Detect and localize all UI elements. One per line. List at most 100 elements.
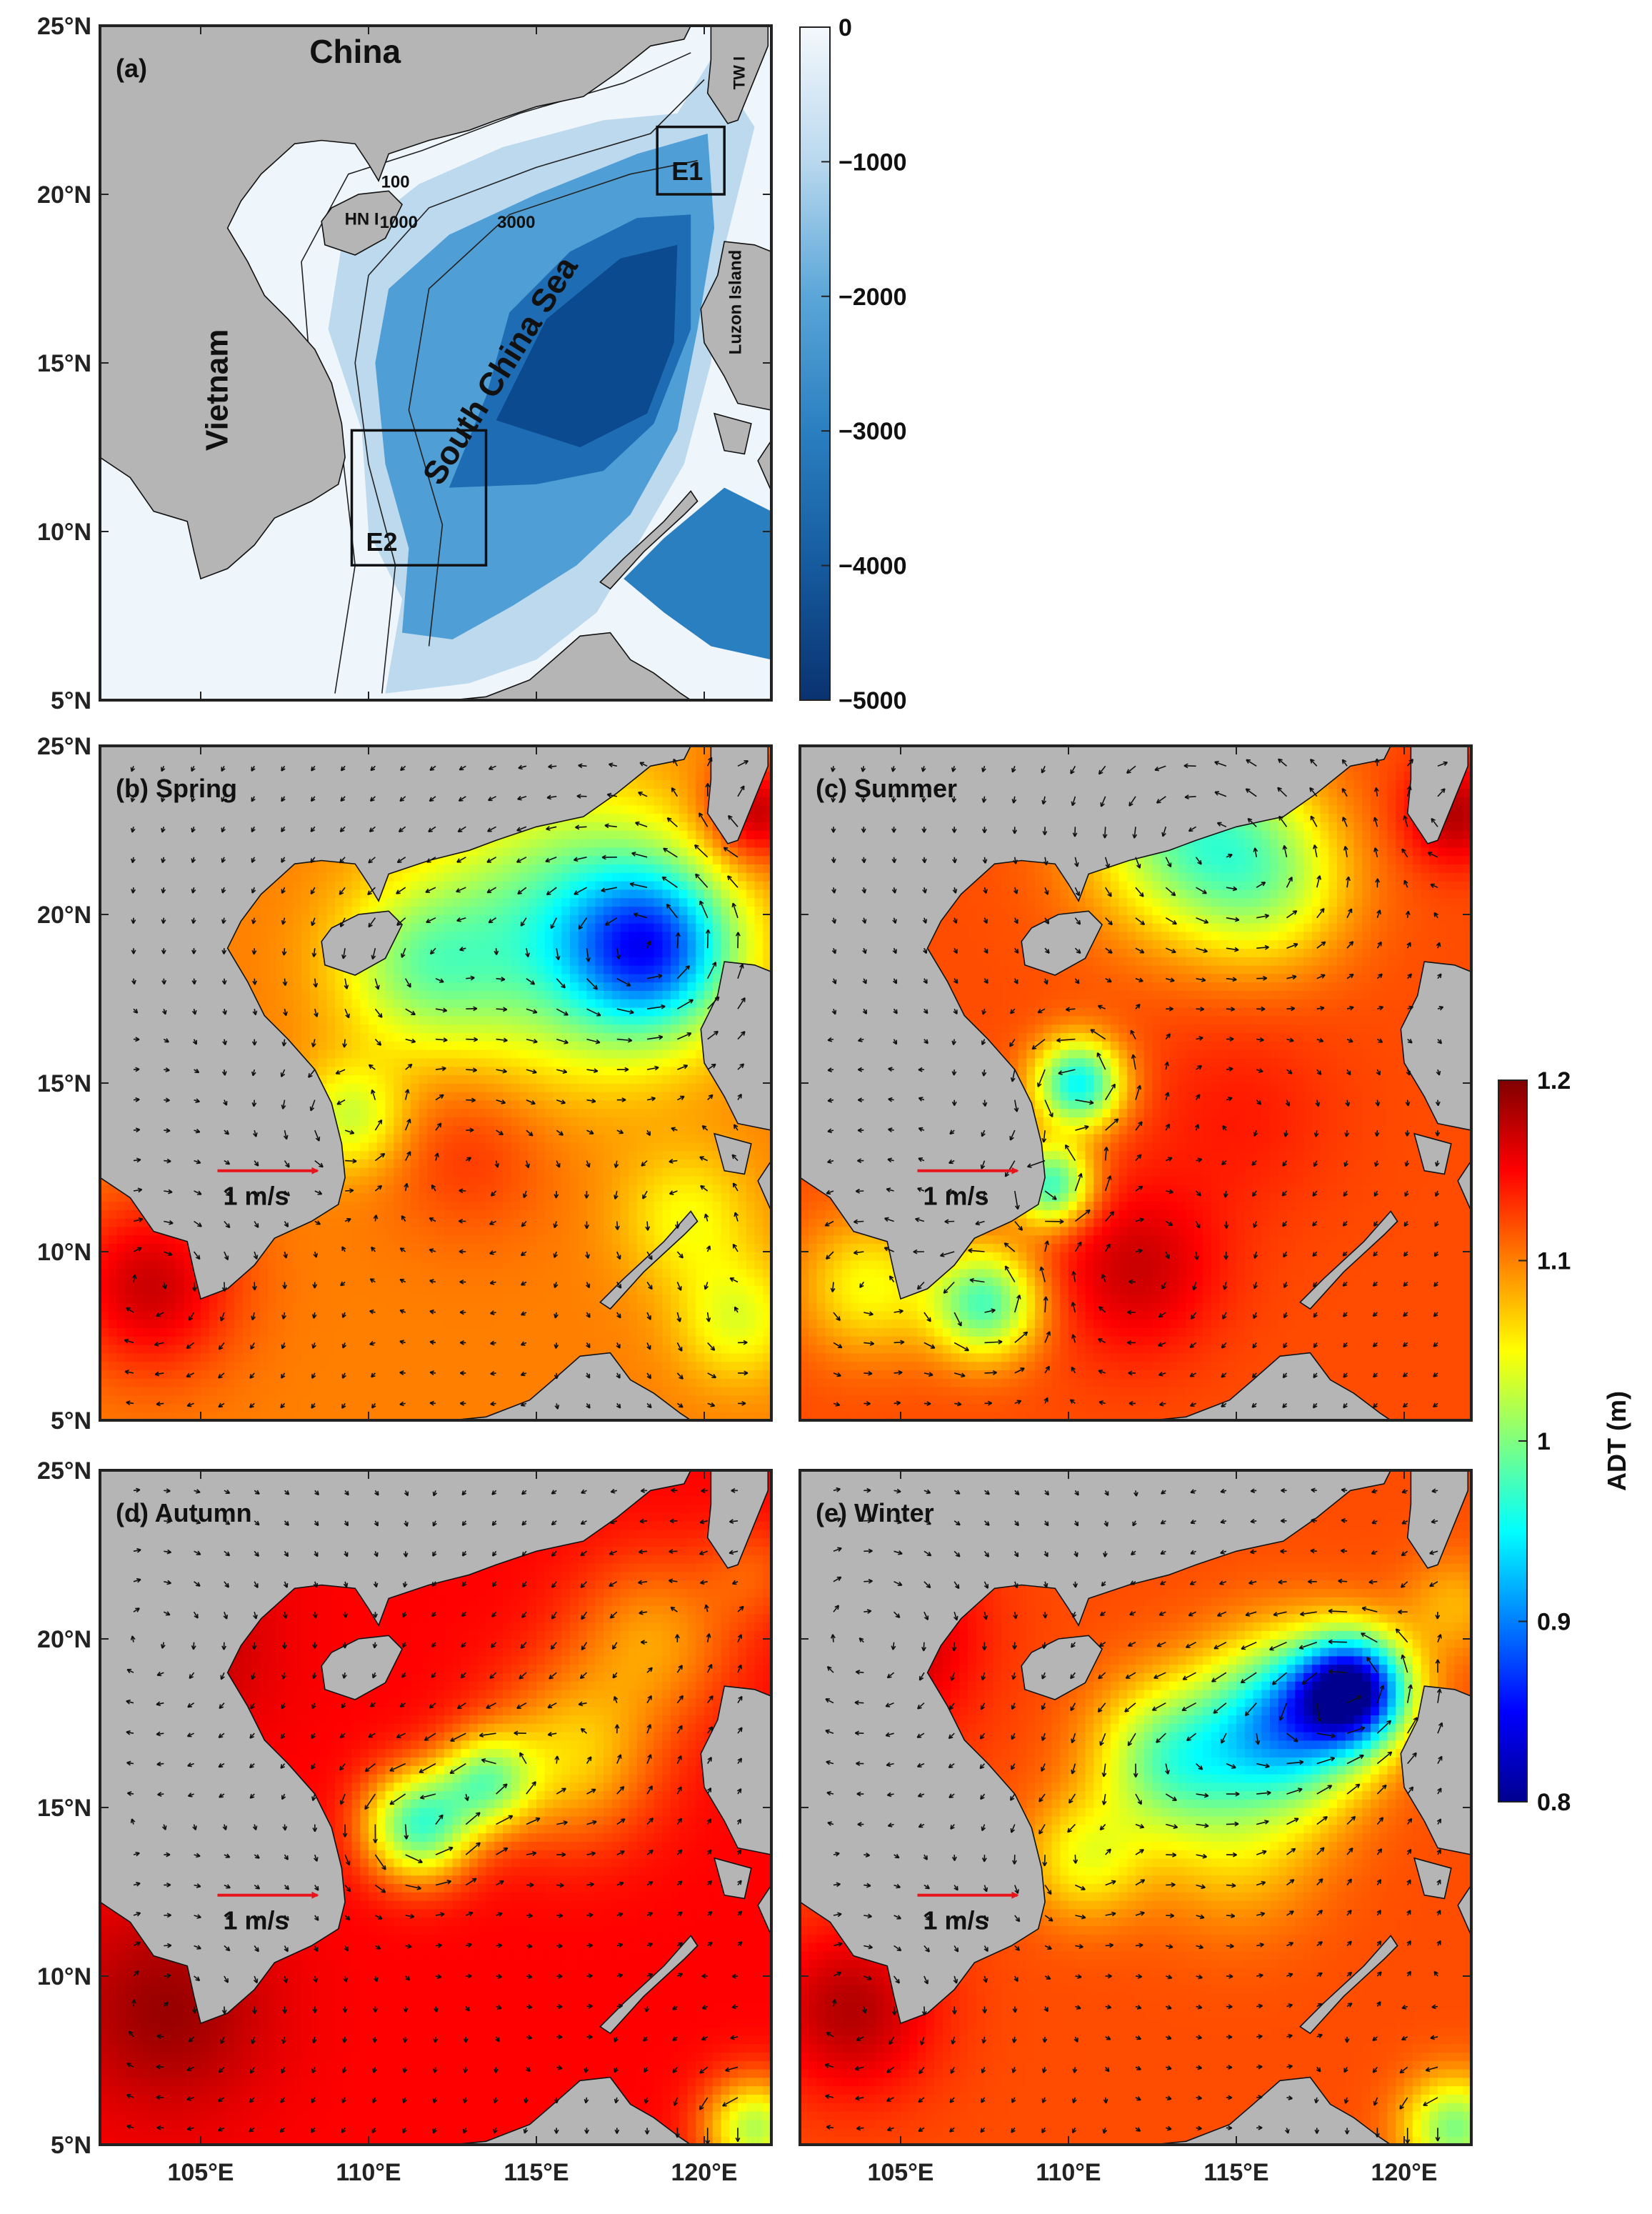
- panel-c: 1 m/s (c) Summer: [799, 744, 1473, 1422]
- scale-arrow-label: 1 m/s: [224, 1906, 289, 1935]
- study-box-e1: [656, 125, 726, 196]
- lon-tick-label: 105°E: [167, 2159, 234, 2186]
- land-borneo: [452, 1352, 692, 1420]
- adt-colorbar-label: 1: [1537, 1428, 1551, 1455]
- place-hainan: HN I: [345, 210, 379, 229]
- land-taiwan: [706, 26, 769, 124]
- land-palawan: [599, 1935, 699, 2035]
- panel-e-map: [800, 1470, 1471, 2145]
- land-borneo: [1152, 2076, 1392, 2145]
- land-palawan: [599, 1210, 699, 1310]
- depth-zone-4: [624, 487, 771, 660]
- velocity-vectors: [124, 757, 749, 1410]
- adt-colorbar-title: ADT (m): [1602, 1391, 1631, 1491]
- study-box-label: E2: [366, 527, 398, 557]
- land-mindoro: [1413, 1132, 1452, 1175]
- lat-tick-label: 5°N: [51, 687, 91, 714]
- land-mindoro: [1413, 1857, 1452, 1900]
- adt-colorbar-label: 0.8: [1537, 1789, 1571, 1816]
- land-hainan: [1021, 1635, 1103, 1700]
- land-borneo: [452, 632, 692, 700]
- adt-colorbar-label: 0.9: [1537, 1609, 1571, 1636]
- bathymetry-colorbar-label: −5000: [838, 687, 907, 714]
- lon-tick-label: 105°E: [867, 2159, 933, 2186]
- lat-tick-label: 10°N: [37, 1963, 91, 1990]
- velocity-vectors: [824, 1487, 1443, 2144]
- scale-arrow-label: 1 m/s: [923, 1182, 989, 1211]
- land-hainan: [321, 1635, 403, 1700]
- land-taiwan: [706, 1470, 769, 1569]
- land-visayas: [1457, 1884, 1471, 1936]
- land-hainan: [321, 190, 403, 256]
- lon-tick-label: 110°E: [1036, 2159, 1101, 2186]
- isobath-line-2: [408, 160, 698, 647]
- panel-e: 1 m/s 105°E 110°E 115°E 120°E (e) Winter: [799, 1469, 1473, 2186]
- land-luzon: [700, 241, 771, 411]
- depth-zone-3: [496, 244, 678, 447]
- panel-label: (e) Winter: [816, 1498, 934, 1527]
- panel-d: 1 m/s 25°N 20°N 15°N 10°N 5°N 105°E 110°E 115°E 1…: [37, 1457, 773, 2186]
- lat-tick-label: 25°N: [37, 1457, 91, 1485]
- panel-label: (c) Summer: [816, 774, 957, 803]
- land-visayas: [757, 439, 771, 492]
- panel-d-map: [100, 1470, 771, 2145]
- place-vietnam: Vietnam: [200, 329, 235, 451]
- contour-label-1000: 1000: [380, 213, 418, 232]
- land-taiwan: [706, 746, 769, 844]
- panel-a-map: [100, 26, 771, 700]
- land-borneo: [452, 2076, 692, 2145]
- land-china: [100, 26, 692, 580]
- lat-tick-label: 15°N: [37, 1070, 91, 1097]
- lat-tick-label: 20°N: [37, 902, 91, 929]
- lon-tick-label: 115°E: [504, 2159, 569, 2186]
- land-china: [100, 1470, 692, 2025]
- bathymetry-colorbar-label: −4000: [838, 553, 907, 580]
- panel-b-map: [100, 746, 771, 1420]
- isobath-line-1: [354, 79, 705, 694]
- land-luzon: [700, 1685, 771, 1855]
- adt-colorbar-label: 1.1: [1537, 1248, 1571, 1275]
- lon-tick-label: 120°E: [1371, 2159, 1437, 2186]
- land-china: [100, 746, 692, 1300]
- lat-tick-label: 15°N: [37, 1795, 91, 1822]
- lat-tick-label: 10°N: [37, 1239, 91, 1266]
- bathymetry-colorbar-label: −2000: [838, 284, 907, 311]
- land-mindoro: [713, 1857, 752, 1900]
- land-luzon: [1400, 1685, 1471, 1855]
- land-taiwan: [1406, 1470, 1469, 1569]
- bathymetry-colorbar-label: −3000: [838, 418, 907, 445]
- land-palawan: [1299, 1210, 1398, 1310]
- scale-arrow-label: 1 m/s: [224, 1182, 289, 1211]
- land-palawan: [599, 490, 699, 590]
- lon-tick-label: 115°E: [1203, 2159, 1268, 2186]
- land-visayas: [757, 1884, 771, 1936]
- land-mindoro: [713, 412, 752, 455]
- panel-b: 1 m/s 25°N 20°N 15°N 10°N 5°N (b) Spring: [37, 733, 773, 1435]
- land-china: [800, 746, 1392, 1300]
- lat-tick-label: 15°N: [37, 350, 91, 377]
- lat-tick-label: 5°N: [51, 2132, 91, 2159]
- lat-tick-label: 25°N: [37, 733, 91, 760]
- velocity-vectors: [824, 758, 1448, 1409]
- scale-arrow-label: 1 m/s: [923, 1906, 989, 1935]
- adt-colorbar-label: 1.2: [1537, 1067, 1571, 1094]
- land-visayas: [757, 1160, 771, 1212]
- panel-label: (b) Spring: [116, 774, 237, 803]
- land-taiwan: [1406, 746, 1469, 844]
- place-taiwan: TW I: [730, 56, 748, 89]
- lat-tick-label: 5°N: [51, 1407, 91, 1435]
- adt-colorbar: 1.2 1.1 1 0.9 0.8 ADT (m): [1498, 1067, 1631, 1816]
- lon-tick-label: 110°E: [336, 2159, 401, 2186]
- panel-label: (d) Autumn: [116, 1498, 252, 1527]
- land-china: [800, 1470, 1392, 2025]
- land-luzon: [1400, 961, 1471, 1131]
- place-china: China: [309, 33, 401, 70]
- land-hainan: [1021, 910, 1103, 976]
- land-luzon: [700, 961, 771, 1131]
- panel-label: (a): [116, 54, 147, 83]
- bathymetry-colorbar-label: −1000: [838, 149, 907, 176]
- land-palawan: [1299, 1935, 1398, 2035]
- contour-label-3000: 3000: [497, 213, 535, 232]
